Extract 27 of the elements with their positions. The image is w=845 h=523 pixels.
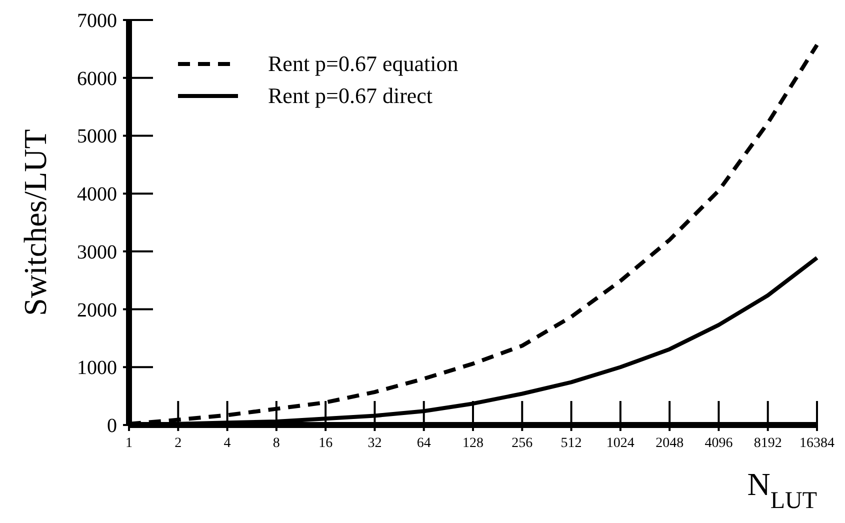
y-tick-label: 6000	[77, 68, 117, 90]
x-tick-label: 8	[272, 436, 280, 451]
x-tick-label: 1	[126, 436, 132, 451]
x-tick-label: 8192	[754, 436, 782, 451]
y-tick-label: 4000	[77, 184, 117, 206]
y-tick-label: 1000	[77, 357, 117, 380]
legend-label: Rent p=0.67 equation	[268, 51, 458, 77]
x-tick-label: 64	[416, 436, 431, 451]
x-tick-label: 16	[318, 436, 333, 451]
x-tick-label: 16384	[800, 436, 834, 451]
x-tick-label: 512	[560, 436, 582, 451]
y-tick-label: 7000	[77, 10, 117, 32]
y-tick-label: 0	[107, 415, 117, 437]
y-tick-label: 3000	[77, 241, 117, 264]
y-tick-label: 5000	[77, 126, 117, 148]
y-axis-title: Switches/LUT	[17, 128, 53, 316]
x-tick-label: 4	[224, 436, 231, 451]
legend-label: Rent p=0.67 direct	[268, 83, 433, 109]
x-tick-label: 2048	[656, 436, 684, 451]
x-tick-label: 32	[368, 436, 382, 451]
x-axis-title: N$_{LUT}$	[747, 466, 818, 514]
x-tick-label: 4096	[704, 436, 733, 451]
x-tick-label: 128	[462, 436, 484, 451]
x-tick-label: 1024	[606, 436, 634, 451]
x-tick-label: 256	[512, 436, 533, 451]
y-tick-label: 2000	[77, 299, 117, 322]
x-tick-label: 2	[174, 436, 182, 451]
